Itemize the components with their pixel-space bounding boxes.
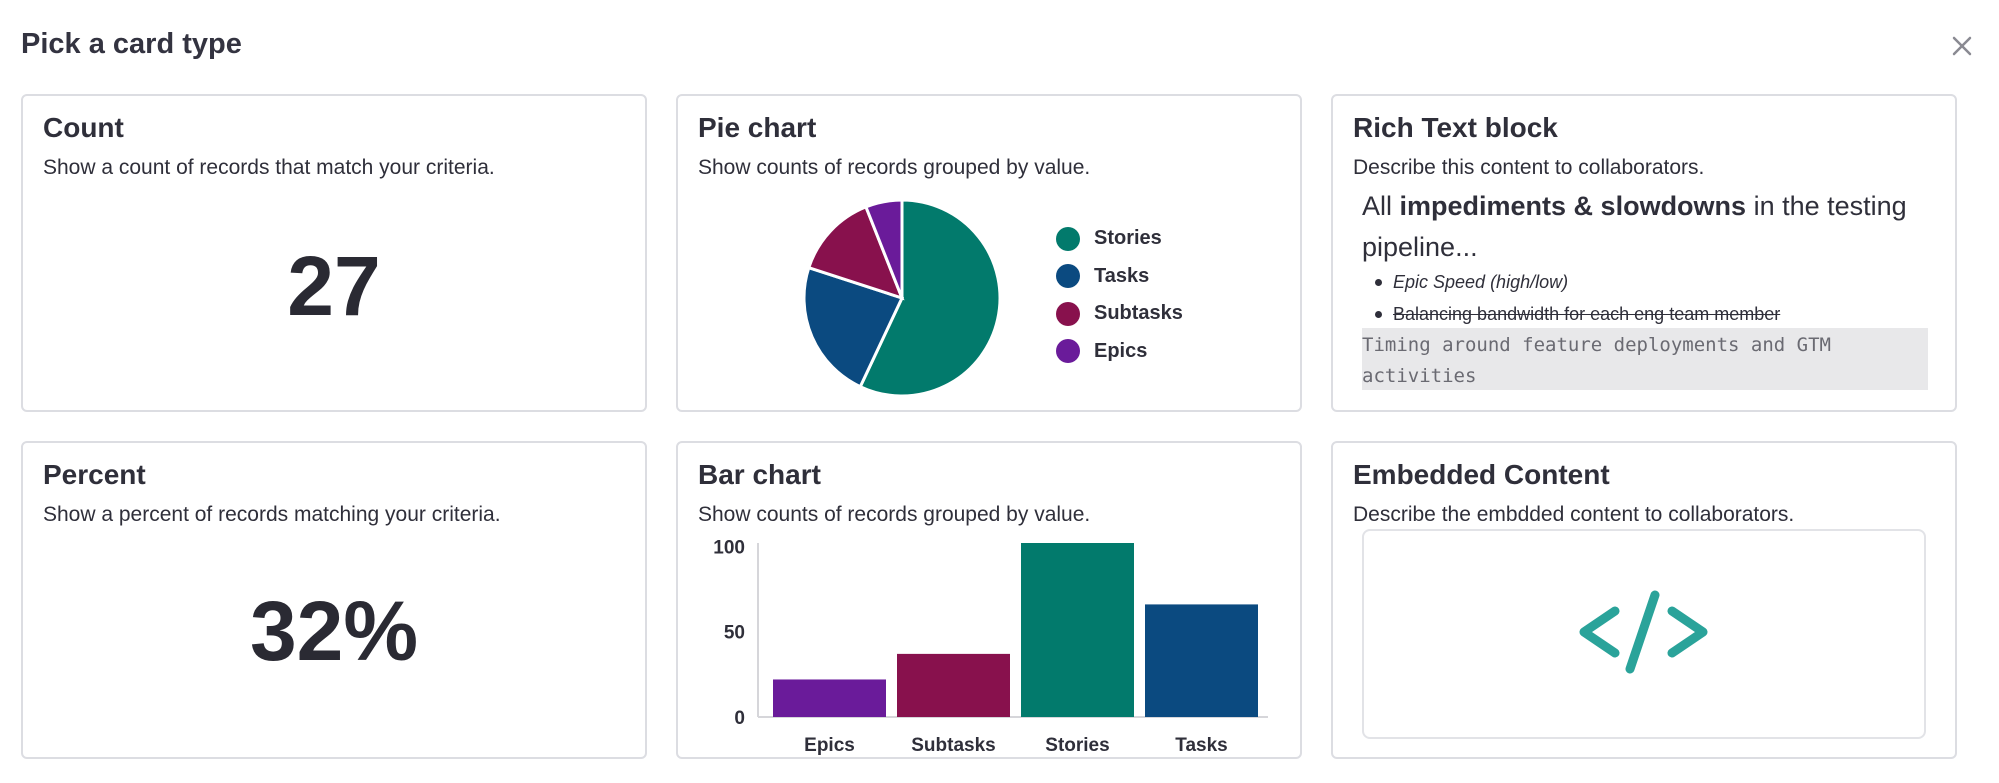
legend-item-stories: Stories <box>1056 220 1183 258</box>
pie-chart-card[interactable]: Pie chart Show counts of records grouped… <box>676 94 1302 412</box>
pie-chart <box>802 198 1002 398</box>
legend-dot <box>1056 226 1080 251</box>
legend-dot <box>1056 264 1080 289</box>
rich-text-headline-prefix: All <box>1362 191 1400 221</box>
legend-label: Subtasks <box>1094 302 1183 325</box>
rich-text-card[interactable]: Rich Text block Describe this content to… <box>1331 94 1957 412</box>
rich-text-code-block: Timing around feature deployments and GT… <box>1362 328 1928 390</box>
rich-text-list-item: Balancing bandwidth for each eng team me… <box>1371 298 1780 330</box>
dialog-title: Pick a card type <box>21 28 242 60</box>
close-button[interactable] <box>1942 26 1982 66</box>
rich-text-headline-bold: impediments & slowdowns <box>1399 191 1747 221</box>
pie-slice-stories <box>858 198 1002 398</box>
pie-card-title: Pie chart <box>698 112 817 143</box>
legend-label: Tasks <box>1094 264 1150 287</box>
percent-card[interactable]: Percent Show a percent of records matchi… <box>21 441 647 759</box>
bar-chart-card[interactable]: Bar chart Show counts of records grouped… <box>676 441 1302 759</box>
count-card-description: Show a count of records that match your … <box>43 156 495 179</box>
percent-card-title: Percent <box>43 459 146 490</box>
rich-text-list-item: Epic Speed (high/low) <box>1371 266 1780 298</box>
embed-card-title: Embedded Content <box>1353 459 1610 490</box>
count-card-title: Count <box>43 112 124 143</box>
legend-item-tasks: Tasks <box>1056 258 1183 296</box>
x-tick-label: Epics <box>804 735 855 756</box>
legend-dot <box>1056 301 1080 326</box>
y-tick-label: 50 <box>724 623 745 644</box>
count-card[interactable]: Count Show a count of records that match… <box>21 94 647 412</box>
percent-card-description: Show a percent of records matching your … <box>43 503 501 526</box>
legend-dot <box>1056 339 1080 364</box>
pie-legend: Stories Tasks Subtasks Epics <box>1056 220 1183 370</box>
embed-card-description: Describe the embdded content to collabor… <box>1353 503 1795 526</box>
pie-slice-epics <box>863 198 904 299</box>
pie-card-description: Show counts of records grouped by value. <box>698 156 1091 179</box>
rich-text-list: Epic Speed (high/low) Balancing bandwidt… <box>1371 266 1780 330</box>
y-tick-label: 100 <box>713 537 745 558</box>
x-tick-label: Tasks <box>1175 735 1227 756</box>
bar-stories <box>1021 543 1134 717</box>
bar-chart: 0 50 100 Epics Subtasks Stories Tasks <box>713 537 1268 756</box>
bar-subtasks <box>897 653 1010 717</box>
legend-item-epics: Epics <box>1056 333 1183 371</box>
rich-text-card-description: Describe this content to collaborators. <box>1353 156 1705 179</box>
rich-text-headline-suffix: in the testing pipeline... <box>1362 191 1907 262</box>
y-tick-label: 0 <box>734 708 745 729</box>
code-brackets-icon <box>1579 590 1708 674</box>
bar-tasks <box>1145 604 1258 717</box>
x-tick-label: Subtasks <box>911 735 995 756</box>
legend-label: Epics <box>1094 339 1148 362</box>
legend-label: Stories <box>1094 227 1162 250</box>
percent-value: 32% <box>249 584 419 678</box>
pie-slice-subtasks <box>806 204 905 301</box>
rich-text-card-title: Rich Text block <box>1353 112 1558 143</box>
count-value: 27 <box>287 239 381 333</box>
rich-text-headline: All impediments & slowdowns in the testi… <box>1362 186 1922 268</box>
bar-epics <box>773 679 886 717</box>
embedded-content-card[interactable]: Embedded Content Describe the embdded co… <box>1331 441 1957 759</box>
legend-item-subtasks: Subtasks <box>1056 295 1183 333</box>
bar-card-description: Show counts of records grouped by value. <box>698 503 1091 526</box>
x-tick-label: Stories <box>1045 735 1109 756</box>
pie-slice-tasks <box>802 265 905 389</box>
bar-card-title: Bar chart <box>698 459 821 490</box>
embed-preview-box <box>1362 529 1926 739</box>
close-icon <box>1952 36 1972 56</box>
